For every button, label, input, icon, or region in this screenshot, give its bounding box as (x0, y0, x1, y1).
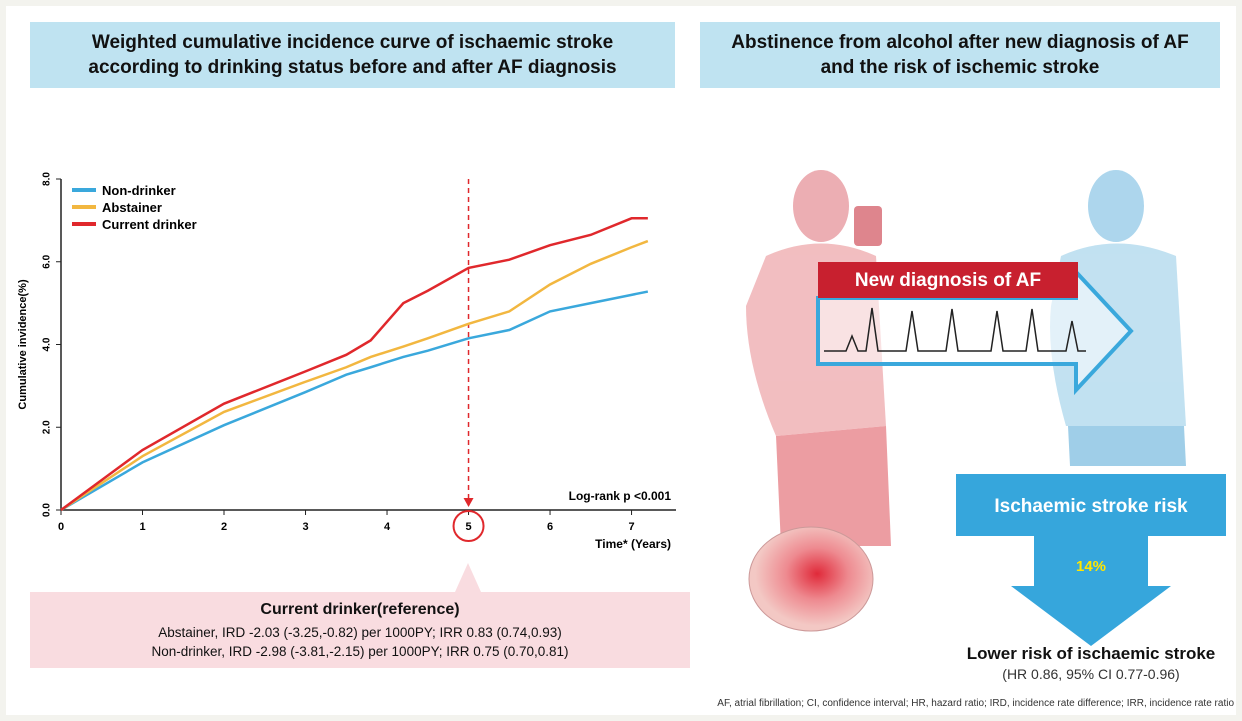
legend-label: Non-drinker (102, 183, 176, 198)
risk-reduction: 14% (1076, 558, 1106, 575)
risk-label: Ischaemic stroke risk (994, 496, 1188, 517)
x-tick-label: 7 (628, 521, 634, 533)
y-tick-label: 6.0 (42, 254, 53, 268)
y-axis-label: Cumulative invidence(%) (17, 279, 29, 410)
x-axis-label: Time* (Years) (595, 537, 671, 551)
result-detail: (HR 0.86, 95% CI 0.77-0.96) (1002, 666, 1179, 682)
x-tick-label: 0 (58, 521, 64, 533)
reference-line: Non-drinker, IRD -2.98 (-3.81,-2.15) per… (151, 644, 568, 659)
diagnosis-label: New diagnosis of AF (855, 270, 1041, 291)
legend-label: Current drinker (102, 217, 197, 232)
x-tick-label: 2 (221, 521, 227, 533)
result-title: Lower risk of ischaemic stroke (967, 644, 1216, 663)
brain (749, 527, 873, 631)
marker-arrowhead (464, 498, 474, 507)
x-tick-label: 5 (465, 521, 471, 533)
x-tick-label: 4 (384, 521, 391, 533)
reference-title: Current drinker(reference) (260, 601, 459, 618)
y-tick-label: 8.0 (42, 172, 53, 186)
series-line (61, 241, 648, 510)
y-tick-label: 2.0 (42, 420, 53, 434)
page: Weighted cumulative incidence curve of i… (6, 6, 1236, 715)
series-line (61, 292, 648, 510)
legend-label: Abstainer (102, 200, 162, 215)
x-tick-label: 6 (547, 521, 553, 533)
x-tick-label: 3 (302, 521, 308, 533)
x-tick-label: 1 (139, 521, 145, 533)
y-tick-label: 4.0 (42, 337, 53, 351)
footnote: AF, atrial fibrillation; CI, confidence … (717, 698, 1234, 709)
reference-line: Abstainer, IRD -2.03 (-3.25,-0.82) per 1… (158, 625, 562, 640)
chart: New diagnosis of AF Ischaemic stroke ris… (6, 6, 1236, 715)
y-tick-label: 0.0 (42, 503, 53, 517)
annotation: Log-rank p <0.001 (569, 489, 672, 503)
